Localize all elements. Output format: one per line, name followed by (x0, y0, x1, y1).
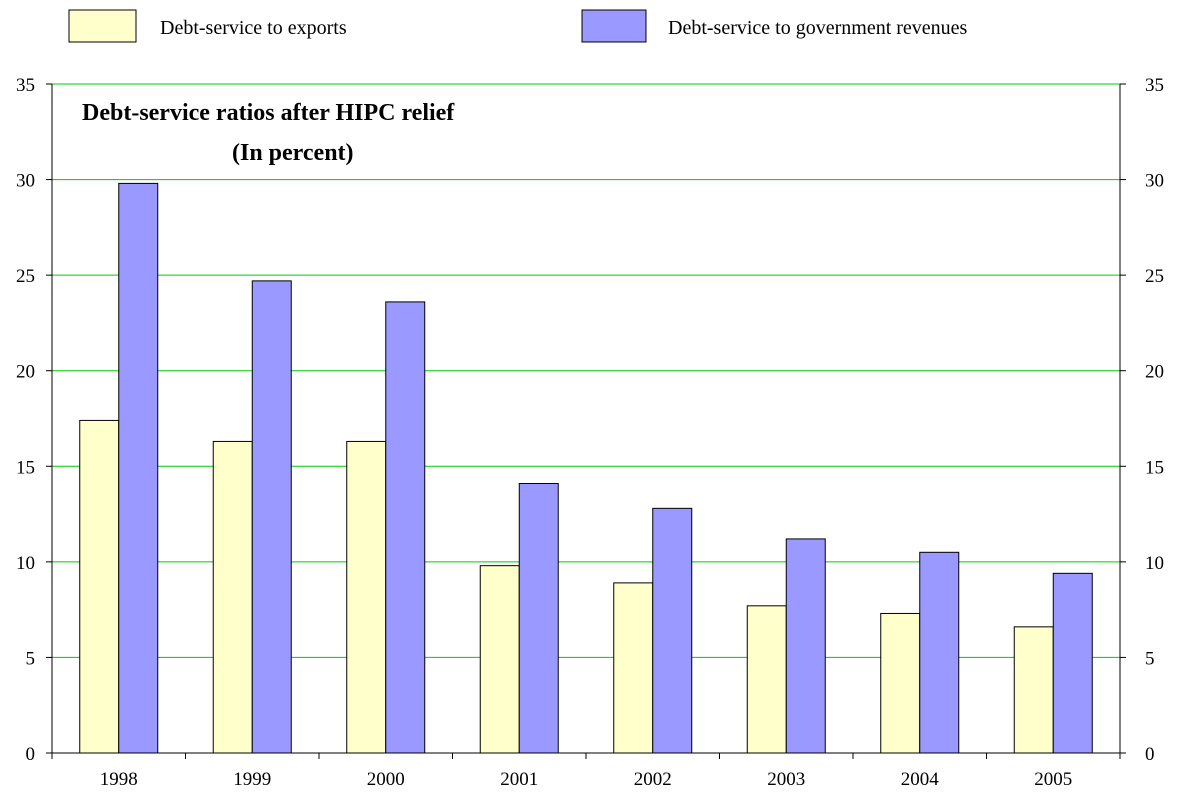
bar-revenues-1998 (118, 182, 159, 754)
x-axis-ticks: 1998 1999 2000 2001 2002 2003 2004 2005 (100, 769, 1073, 790)
chart-title: Debt-service ratios after HIPC relief (82, 100, 455, 126)
bar-exports-2004 (880, 612, 921, 754)
x-tick-label: 1999 (233, 769, 271, 790)
y-tick-label-left: 10 (16, 553, 35, 574)
legend-swatch-exports (68, 9, 137, 43)
bar-revenues-2002 (652, 507, 693, 754)
bar-exports-2001 (479, 565, 520, 754)
bar-exports-2003 (746, 605, 787, 754)
y-tick-label-left: 25 (16, 266, 35, 287)
bar-revenues-2004 (919, 551, 960, 754)
bar-exports-2002 (613, 582, 654, 754)
bar-revenues-2001 (518, 482, 559, 754)
y-tick-label-left: 20 (16, 362, 35, 383)
legend-label-exports: Debt-service to exports (160, 17, 347, 39)
x-tick-label: 2003 (767, 769, 805, 790)
bars (79, 182, 1093, 754)
x-tick-label: 2001 (500, 769, 538, 790)
y-tick-label-right: 25 (1145, 266, 1164, 287)
legend: Debt-service to exports Debt-service to … (68, 9, 968, 43)
y-tick-label-right: 30 (1145, 171, 1164, 192)
y-tick-label-right: 0 (1145, 744, 1155, 765)
y-tick-label-right: 5 (1145, 648, 1155, 669)
bar-revenues-2005 (1052, 572, 1093, 754)
x-tick-label: 2002 (634, 769, 672, 790)
bar-exports-2000 (346, 440, 387, 754)
bar-exports-1998 (79, 419, 120, 754)
bar-exports-1999 (212, 440, 253, 754)
x-tick-label: 2004 (901, 769, 940, 790)
chart-subtitle: (In percent) (232, 140, 354, 166)
y-tick-label-left: 35 (16, 75, 35, 96)
legend-swatch-revenues (581, 9, 647, 43)
y-axis-left-ticks: 0 5 10 15 20 25 30 35 (16, 75, 35, 765)
y-tick-label-left: 15 (16, 457, 35, 478)
bar-revenues-2003 (785, 538, 826, 754)
legend-label-revenues: Debt-service to government revenues (668, 17, 968, 39)
x-tick-label: 2005 (1034, 769, 1072, 790)
x-tick-label: 2000 (367, 769, 405, 790)
y-tick-label-right: 35 (1145, 75, 1164, 96)
bar-revenues-1999 (251, 280, 292, 754)
y-tick-label-right: 15 (1145, 457, 1164, 478)
gridlines (52, 83, 1120, 658)
y-tick-label-left: 30 (16, 171, 35, 192)
y-tick-label-right: 20 (1145, 362, 1164, 383)
axes (46, 83, 1126, 759)
y-tick-label-left: 5 (26, 648, 36, 669)
bar-exports-2005 (1013, 626, 1054, 754)
x-tick-label: 1998 (100, 769, 138, 790)
y-axis-right-ticks: 0 5 10 15 20 25 30 35 (1145, 75, 1164, 765)
y-tick-label-right: 10 (1145, 553, 1164, 574)
bar-revenues-2000 (385, 301, 426, 754)
y-tick-label-left: 0 (26, 744, 36, 765)
